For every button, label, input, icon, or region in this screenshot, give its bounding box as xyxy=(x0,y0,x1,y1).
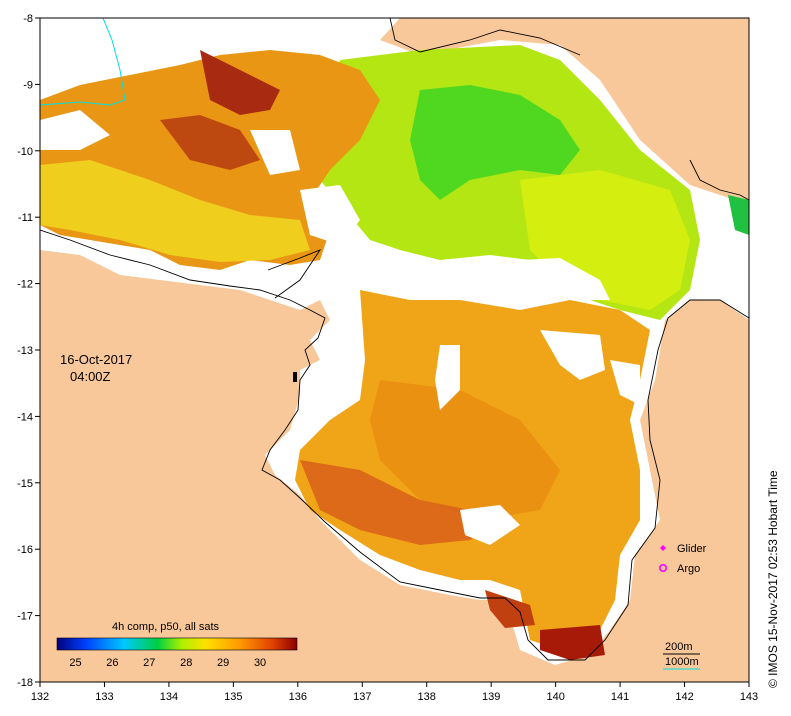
colorbar-title: 4h comp, p50, all sats xyxy=(112,621,220,633)
legend-glider: Glider xyxy=(660,543,707,555)
lat-tick-label: -16 xyxy=(17,544,33,556)
colorbar: 4h comp, p50, all sats 25 26 27 28 29 30 xyxy=(56,621,298,669)
lon-tick-label: 142 xyxy=(675,691,693,703)
coast-north xyxy=(389,18,581,56)
lon-tick-label: 137 xyxy=(353,691,371,703)
lon-tick-label: 132 xyxy=(31,691,49,703)
longitude-axis: 132 133 134 135 136 137 138 139 140 141 142 143 xyxy=(31,682,758,703)
lat-tick-label: -9 xyxy=(23,79,33,91)
lat-tick-label: -12 xyxy=(17,279,33,291)
colorbar-tick-label: 28 xyxy=(180,657,192,669)
legend-argo: Argo xyxy=(658,563,700,575)
argo-icon xyxy=(658,563,667,572)
lat-tick-label: -13 xyxy=(17,345,33,357)
cloud-1 xyxy=(520,258,610,300)
lat-tick-label: -18 xyxy=(17,677,33,689)
lat-tick-label: -14 xyxy=(17,411,33,423)
lon-tick-label: 136 xyxy=(289,691,307,703)
colorbar-gradient xyxy=(56,637,298,651)
glider-icon xyxy=(660,545,666,551)
sst-patch-hotspot-south xyxy=(485,590,535,628)
sst-patch-west-hot xyxy=(200,50,280,115)
latitude-axis: -8 -9 -10 -11 -12 -13 -14 -15 -16 -17 -18 xyxy=(17,13,40,689)
sst-field xyxy=(40,45,749,660)
lat-tick-label: -11 xyxy=(18,212,33,224)
sst-patch-west-yellow xyxy=(40,160,310,262)
lon-tick-label: 135 xyxy=(224,691,242,703)
legend-glider-label: Glider xyxy=(677,543,707,555)
legend-1000m-label: 1000m xyxy=(665,656,699,668)
lat-tick-label: -17 xyxy=(17,611,33,623)
coastlines xyxy=(40,18,749,661)
lon-tick-label: 141 xyxy=(611,691,629,703)
sst-patch-west-hot-2 xyxy=(160,115,260,170)
lon-tick-label: 133 xyxy=(95,691,113,703)
sst-patch-gulf-core xyxy=(370,380,560,520)
sst-patch-hot-southeast xyxy=(540,625,605,660)
colorbar-tick-label: 25 xyxy=(69,657,81,669)
legend-200m-label: 200m xyxy=(665,641,693,653)
cloud-7 xyxy=(40,110,110,150)
coast-arnhem xyxy=(40,229,749,661)
platform-legend: Glider Argo xyxy=(658,543,707,575)
colorbar-tick-label: 27 xyxy=(143,657,155,669)
cloud-4 xyxy=(610,360,640,405)
credit-text: © IMOS 15-Nov-2017 02:53 Hobart Time xyxy=(766,470,780,688)
coast-east xyxy=(689,159,749,201)
isobath-line xyxy=(40,18,126,106)
isobath-legend: 200m 1000m xyxy=(663,641,700,670)
lon-tick-label: 134 xyxy=(160,691,178,703)
coast-islands xyxy=(267,249,322,299)
lon-tick-label: 140 xyxy=(546,691,564,703)
cloud-5 xyxy=(460,505,520,545)
time-label: 04:00Z xyxy=(70,369,111,384)
lat-tick-label: -10 xyxy=(17,146,33,158)
no-data-areas xyxy=(40,110,640,545)
coast-marker xyxy=(293,372,297,382)
sst-patch-east-green xyxy=(728,195,749,235)
lat-tick-label: -8 xyxy=(23,13,33,25)
legend-argo-label: Argo xyxy=(677,563,700,575)
lat-tick-label: -15 xyxy=(17,478,33,490)
cloud-6 xyxy=(300,185,360,245)
date-label: 16-Oct-2017 xyxy=(60,352,132,367)
cloud-2 xyxy=(435,345,460,410)
lon-tick-label: 138 xyxy=(418,691,436,703)
colorbar-ticks: 25 26 27 28 29 30 xyxy=(69,657,266,669)
colorbar-tick-label: 26 xyxy=(106,657,118,669)
cloud-8 xyxy=(250,130,300,175)
sst-patch-gulf-south xyxy=(300,460,500,545)
sst-patch-green-bright xyxy=(410,85,580,200)
cloud-3 xyxy=(540,330,605,380)
lon-tick-label: 139 xyxy=(482,691,500,703)
colorbar-tick-label: 30 xyxy=(254,657,266,669)
lon-tick-label: 143 xyxy=(740,691,758,703)
colorbar-tick-label: 29 xyxy=(217,657,229,669)
